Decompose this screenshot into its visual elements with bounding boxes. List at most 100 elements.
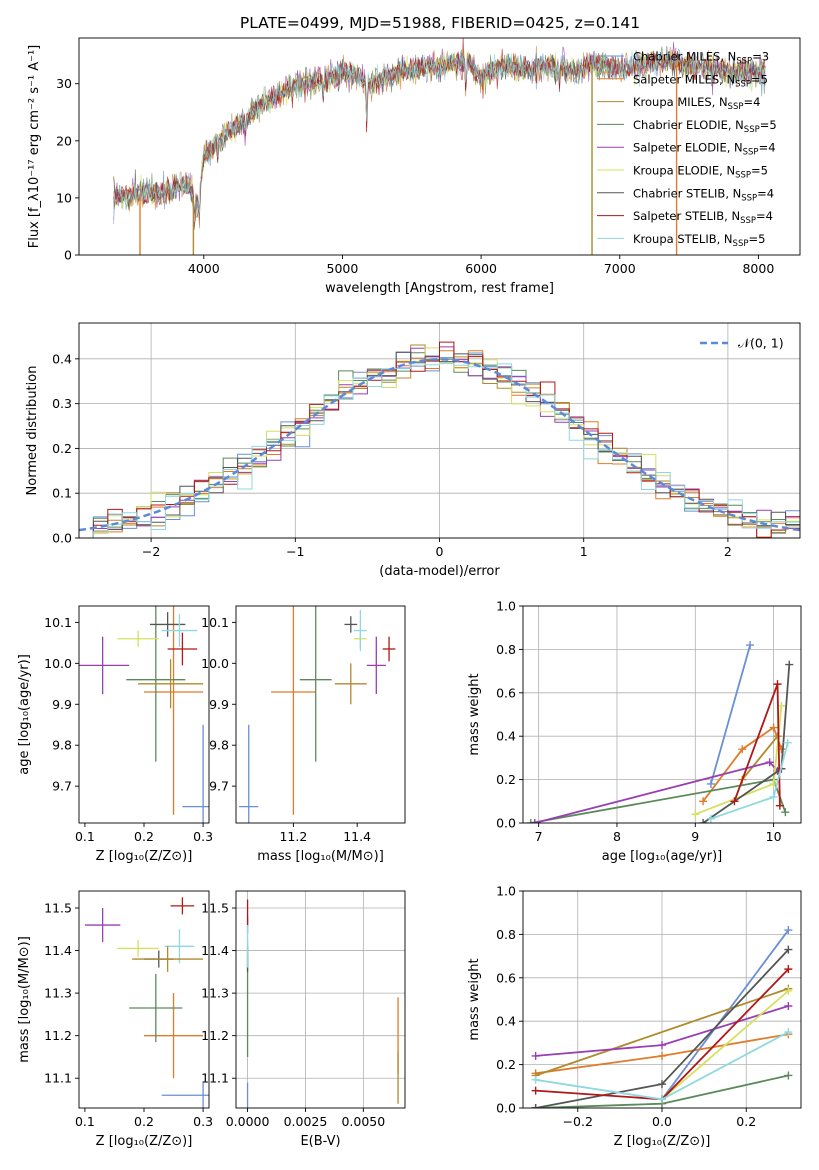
mass_vs_ebv-plot-area <box>246 899 399 1108</box>
x-tick-label: 8 <box>613 829 621 844</box>
legend-entry: Salpeter STELIB, NSSP=4 <box>633 209 773 226</box>
y-tick-label: 9.7 <box>209 779 229 794</box>
x-tick-label: 9 <box>691 829 699 844</box>
y-axis-label: age [log₁₀(age/yr)] <box>17 654 32 775</box>
legend-entry: Kroupa ELODIE, NSSP=5 <box>633 164 768 181</box>
weight-marker <box>706 779 715 788</box>
y-tick-label: 11.1 <box>201 1071 229 1086</box>
mass_vs_Z-plot-area <box>84 897 209 1108</box>
legend-entry: Salpeter ELODIE, NSSP=4 <box>633 141 776 158</box>
x-tick-label: 0 <box>436 544 444 559</box>
legend-entry: Kroupa MILES, NSSP=4 <box>633 95 760 112</box>
y-axis-label: Normed distribution <box>25 366 40 496</box>
weight-marker <box>658 1051 666 1060</box>
x-tick-label: 0.2 <box>736 1114 756 1129</box>
legend-entry: Kroupa STELIB, NSSP=5 <box>633 232 765 249</box>
age_vs_Z-plot-area <box>79 606 209 823</box>
legend-entry: Salpeter MILES, NSSP=5 <box>633 72 768 89</box>
x-tick-label: 7000 <box>604 261 636 276</box>
weight-line <box>534 761 779 823</box>
residuals-panel: −2 −1 0 1 2 0.0 0.1 0.2 0.3 0.4 (data-model)/error… <box>25 322 801 579</box>
weight-marker <box>691 810 700 819</box>
weight-line <box>535 987 789 1077</box>
y-tick-label: 1.0 <box>496 884 516 899</box>
y-tick-label: 11.2 <box>44 1028 72 1043</box>
y-tick-label: 11.1 <box>44 1071 72 1086</box>
x-tick-label: 0.0050 <box>341 1114 385 1129</box>
residual-histogram <box>79 341 800 538</box>
y-tick-label: 10.1 <box>44 615 72 630</box>
x-tick-label: 11.2 <box>279 829 307 844</box>
mass_vs_Z-frame <box>78 890 210 1109</box>
weight-marker <box>783 738 792 747</box>
x-tick-label: 1 <box>580 544 588 559</box>
y-tick-label: 0.0 <box>52 531 72 546</box>
weight-marker <box>769 723 778 732</box>
x-tick-label: −2 <box>142 544 160 559</box>
weight-marker <box>531 1086 540 1095</box>
y-tick-label: 0.3 <box>52 396 72 411</box>
x-axis-label: age [log₁₀(age/yr)] <box>602 849 723 864</box>
weight_vs_Z-plot-area <box>531 926 793 1108</box>
y-tick-label: 0.8 <box>496 927 516 942</box>
y-tick-label: 11.2 <box>201 1028 229 1043</box>
weight_vs_age-frame <box>522 605 802 824</box>
weight-marker <box>773 680 782 689</box>
y-tick-label: 11.4 <box>201 943 229 958</box>
weight_vs_Z-frame <box>522 890 802 1109</box>
x-tick-label: 0.0000 <box>226 1114 270 1129</box>
weight-marker <box>531 1075 540 1084</box>
weight-marker <box>699 819 708 823</box>
x-tick-label: 0.1 <box>75 1114 95 1129</box>
weight_vs_age-plot-area <box>526 641 794 823</box>
x-tick-label: 2 <box>724 544 732 559</box>
y-tick-label: 0.4 <box>496 729 516 744</box>
weight_vs_age-panel: 7 8 9 10 0.0 0.2 0.4 0.6 0.8 1.0 age [log₁₀(age/yr… <box>467 599 802 864</box>
residual-histogram <box>79 363 800 538</box>
x-tick-label: −0.2 <box>563 1114 593 1129</box>
legend-entry: Chabrier STELIB, NSSP=4 <box>633 186 774 203</box>
x-axis-label: Z [log₁₀(Z/Z⊙)] <box>614 1134 711 1149</box>
mass_vs_Z-panel: 0.1 0.2 0.3 11.1 11.2 11.3 11.4 11.5 Z [log₁₀(Z/… <box>17 890 213 1149</box>
y-tick-label: 11.3 <box>44 986 72 1001</box>
y-tick-label: 1.0 <box>496 599 516 614</box>
weight-marker <box>531 1051 540 1060</box>
age_vs_Z-frame <box>78 605 210 824</box>
y-tick-label: 10.0 <box>44 656 72 671</box>
x-tick-label: 7 <box>535 829 543 844</box>
spectrum-line <box>113 47 766 221</box>
x-tick-label: 0.3 <box>193 1114 213 1129</box>
y-tick-label: 9.9 <box>52 697 72 712</box>
x-axis-label: E(B-V) <box>300 1134 340 1149</box>
x-tick-label: 4000 <box>188 261 220 276</box>
weight-marker <box>765 758 774 767</box>
mass_vs_ebv-frame <box>235 890 406 1109</box>
y-axis-label: mass [log₁₀(M/M⊙)] <box>17 936 32 1063</box>
y-tick-label: 11.3 <box>201 986 229 1001</box>
y-tick-label: 0.1 <box>52 486 72 501</box>
weight-marker <box>781 808 790 817</box>
y-tick-label: 0.0 <box>496 816 516 831</box>
weight-marker <box>658 1095 666 1104</box>
y-tick-label: 30 <box>56 76 72 91</box>
spectrum-plot-area <box>113 38 766 255</box>
spectrum-panel: 4000 5000 6000 7000 8000 0 10 20 30 wavelength [A… <box>27 37 801 296</box>
weight-line <box>530 778 787 823</box>
y-tick-label: 9.9 <box>209 697 229 712</box>
y-tick-label: 9.8 <box>52 738 72 753</box>
weight-line <box>661 990 789 1100</box>
weight-marker <box>699 797 708 806</box>
weight-marker <box>658 1080 666 1089</box>
x-tick-label: −1 <box>286 544 304 559</box>
x-tick-label: 0.0 <box>652 1114 672 1129</box>
x-tick-label: 0.3 <box>193 829 213 844</box>
x-axis-label: wavelength [Angstrom, rest frame] <box>325 281 554 296</box>
y-tick-label: 0 <box>64 248 72 263</box>
x-tick-label: 11.4 <box>343 829 371 844</box>
age_vs_mass-plot-area <box>239 606 396 823</box>
y-tick-label: 0.6 <box>496 685 516 700</box>
x-axis-label: (data-model)/error <box>379 564 500 579</box>
y-tick-label: 9.8 <box>209 738 229 753</box>
weight-marker <box>784 926 793 935</box>
